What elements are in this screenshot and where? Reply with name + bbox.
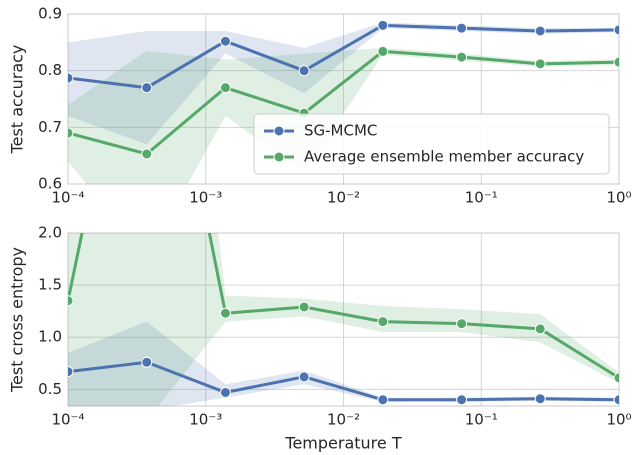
legend-marker: [273, 151, 285, 163]
y-axis-label: Test accuracy: [8, 45, 27, 155]
marker: [456, 318, 468, 330]
x-tick-label: 10⁻¹: [465, 189, 498, 207]
line: [68, 360, 619, 402]
marker: [68, 295, 74, 307]
line: [68, 23, 619, 90]
marker: [141, 356, 153, 368]
x-tick-label: 10⁻¹: [465, 411, 498, 429]
marker: [219, 307, 231, 319]
x-tick-label: 10⁻³: [189, 411, 222, 429]
y-tick-label: 0.7: [38, 118, 62, 136]
legend-marker: [273, 125, 285, 137]
y-tick-label: 2.0: [38, 224, 62, 242]
legend-label: SG-MCMC: [304, 122, 377, 140]
x-tick-label: 10⁻⁴: [51, 189, 84, 207]
y-tick-label: 0.6: [38, 175, 62, 193]
x-tick-label: 10⁻⁴: [51, 411, 84, 429]
line: [68, 49, 619, 156]
marker: [613, 24, 619, 36]
marker: [534, 25, 546, 37]
x-tick-label: 10⁻²: [327, 189, 360, 207]
legend: SG-MCMC Average ensemble member accuracy: [253, 113, 610, 175]
y-tick-label: 1.0: [38, 328, 62, 346]
marker: [456, 22, 468, 34]
x-tick-label: 10⁻²: [327, 411, 360, 429]
y-tick-label: 0.5: [38, 380, 62, 398]
plot-frame: [67, 13, 620, 185]
x-axis-label: Temperature T: [284, 434, 401, 453]
marker: [377, 45, 389, 57]
x-tick-label: 10⁰: [606, 411, 631, 429]
panel: 0.6 0.7 0.8 0.9 10⁻⁴ 10⁻³ 10⁻² 10⁻¹ 10⁰ Test accu…: [8, 5, 632, 207]
marker: [141, 148, 153, 160]
marker: [456, 394, 468, 406]
marker: [298, 301, 310, 313]
plot-area: [68, 233, 619, 406]
marker: [219, 82, 231, 94]
plot-area: [68, 19, 619, 184]
x-tick-label: 10⁰: [606, 189, 631, 207]
line: [68, 233, 619, 380]
y-tick-label: 1.5: [38, 276, 62, 294]
marker: [68, 366, 74, 378]
marker: [456, 51, 468, 63]
marker: [141, 82, 153, 94]
marker: [613, 372, 619, 384]
y-tick-label: 0.9: [38, 5, 62, 23]
marker: [377, 19, 389, 31]
marker: [377, 316, 389, 328]
legend-box: [253, 113, 610, 175]
x-tick-label: 10⁻³: [189, 189, 222, 207]
marker: [377, 394, 389, 406]
marker: [534, 393, 546, 405]
band: [68, 48, 619, 184]
marker: [298, 371, 310, 383]
marker: [219, 35, 231, 47]
y-axis-label: Test cross entropy: [8, 247, 27, 393]
marker: [219, 386, 231, 398]
marker: [68, 127, 74, 139]
marker: [298, 65, 310, 77]
legend-label: Average ensemble member accuracy: [304, 148, 584, 166]
marker: [613, 56, 619, 68]
marker: [68, 72, 74, 84]
marker: [613, 394, 619, 406]
marker: [534, 58, 546, 70]
y-tick-label: 0.8: [38, 61, 62, 79]
band: [68, 233, 619, 406]
marker: [534, 323, 546, 335]
plot-frame: [67, 232, 620, 407]
panel: 0.5 1.0 1.5 2.0 10⁻⁴ 10⁻³ 10⁻² 10⁻¹ 10⁰ Test cros…: [8, 224, 632, 453]
